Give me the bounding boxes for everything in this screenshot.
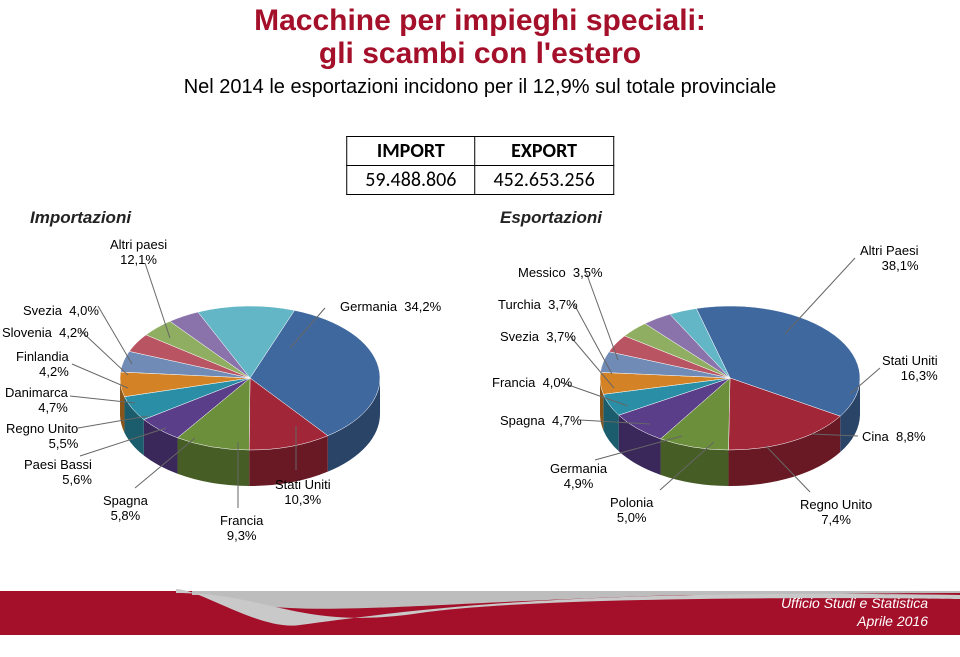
- footer-text: Ufficio Studi e Statistica Aprile 2016: [781, 595, 928, 630]
- slice-label: Germania 34,2%: [340, 300, 441, 315]
- slice-label: Polonia5,0%: [610, 496, 653, 526]
- slice-label: Altri Paesi38,1%: [860, 244, 919, 274]
- th-import: IMPORT: [347, 137, 475, 166]
- footer-line-2: Aprile 2016: [857, 613, 928, 629]
- slice-label: Stati Uniti10,3%: [275, 478, 331, 508]
- slice-label: Finlandia4,2%: [16, 350, 69, 380]
- slice-label: Francia9,3%: [220, 514, 263, 544]
- table-row: IMPORT EXPORT: [347, 137, 614, 166]
- slice-label: Regno Unito7,4%: [800, 498, 872, 528]
- slice-label: Svezia 4,0%: [23, 304, 99, 319]
- import-export-table: IMPORT EXPORT 59.488.806 452.653.256: [346, 136, 614, 195]
- charts-area: Importazioni Germania 34,2%Stati Uniti10…: [0, 208, 960, 558]
- import-pie-svg: [0, 208, 480, 558]
- slice-label: Spagna5,8%: [103, 494, 148, 524]
- title-line-2: gli scambi con l'estero: [319, 37, 641, 70]
- td-import: 59.488.806: [347, 166, 475, 195]
- slice-label: Svezia 3,7%: [500, 330, 576, 345]
- slice-label: Francia 4,0%: [492, 376, 572, 391]
- slice-label: Stati Uniti16,3%: [882, 354, 938, 384]
- slice-label: Paesi Bassi5,6%: [24, 458, 92, 488]
- leader-line: [98, 306, 132, 364]
- slice-label: Cina 8,8%: [862, 430, 926, 445]
- chart-esportazioni: Esportazioni Altri Paesi38,1%Stati Uniti…: [480, 208, 960, 558]
- td-export: 452.653.256: [475, 166, 613, 195]
- footer: Ufficio Studi e Statistica Aprile 2016: [0, 591, 960, 635]
- slice-label: Slovenia 4,2%: [2, 326, 89, 341]
- slice-label: Germania4,9%: [550, 462, 607, 492]
- subtitle: Nel 2014 le esportazioni incidono per il…: [0, 76, 960, 99]
- footer-line-1: Ufficio Studi e Statistica: [781, 595, 928, 611]
- slice-label: Regno Unito5,5%: [6, 422, 78, 452]
- leader-line: [586, 272, 618, 360]
- leader-line: [785, 258, 855, 334]
- slice-label: Messico 3,5%: [518, 266, 603, 281]
- slice-label: Altri paesi12,1%: [110, 238, 167, 268]
- slice-label: Danimarca4,7%: [5, 386, 68, 416]
- table-row: 59.488.806 452.653.256: [347, 166, 614, 195]
- title-line-1: Macchine per impieghi speciali:: [254, 4, 706, 37]
- chart-importazioni: Importazioni Germania 34,2%Stati Uniti10…: [0, 208, 480, 558]
- leader-line: [145, 263, 170, 338]
- slice-label: Turchia 3,7%: [498, 298, 578, 313]
- page-root: Macchine per impieghi speciali: gli scam…: [0, 0, 960, 657]
- page-title: Macchine per impieghi speciali: gli scam…: [0, 0, 960, 70]
- slice-label: Spagna 4,7%: [500, 414, 582, 429]
- th-export: EXPORT: [475, 137, 613, 166]
